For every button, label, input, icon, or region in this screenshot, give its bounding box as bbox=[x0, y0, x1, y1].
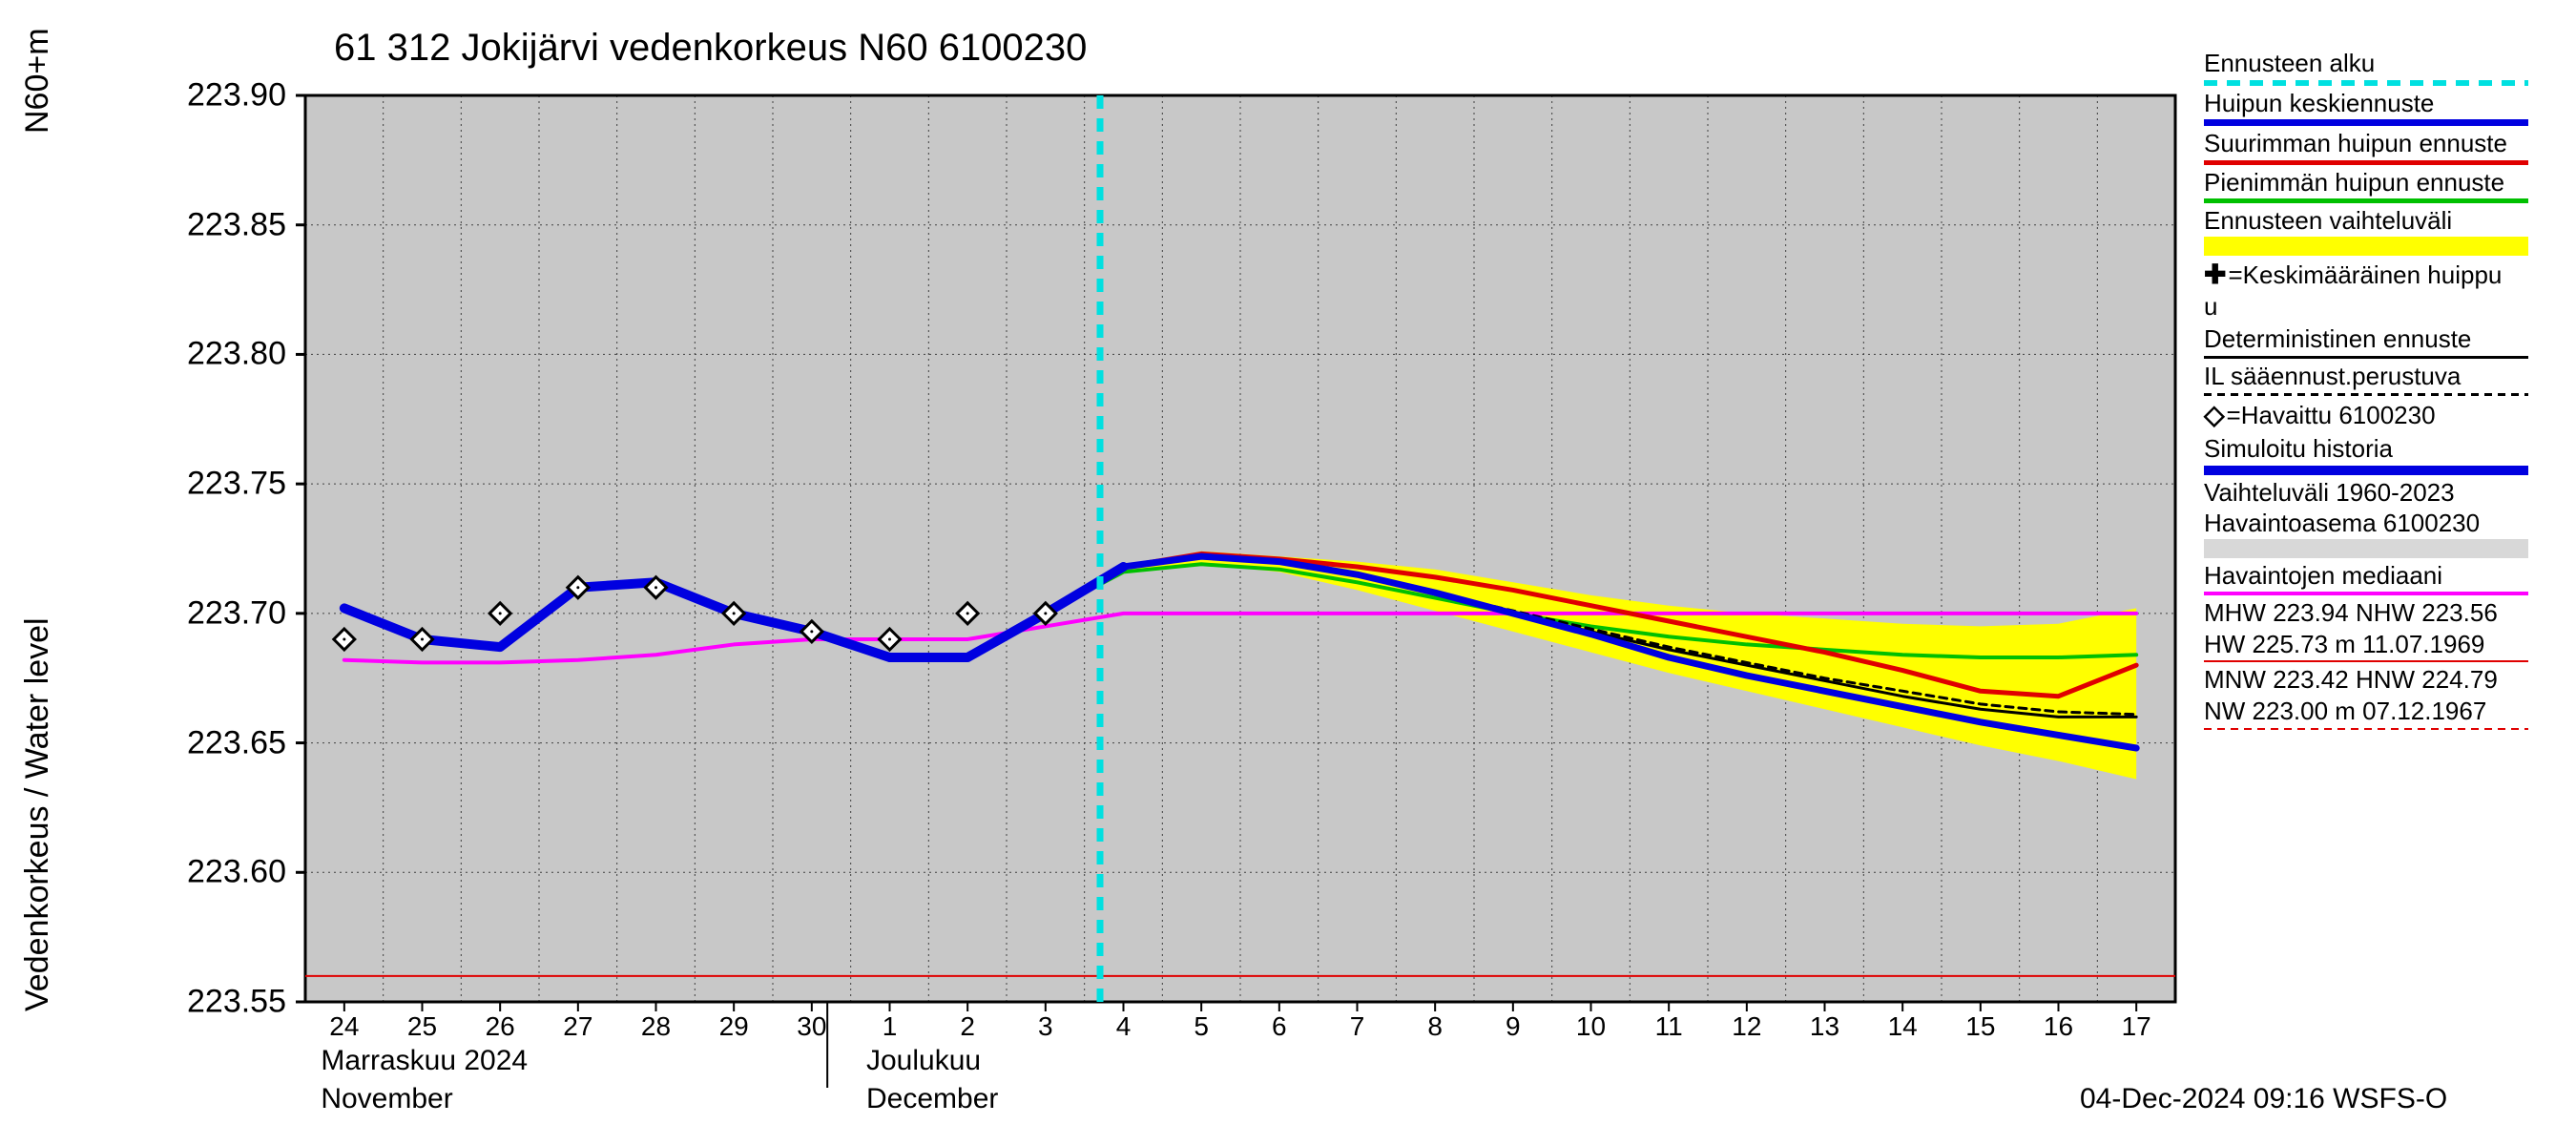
legend-label: Huipun keskiennuste bbox=[2204, 88, 2566, 119]
legend-item: MHW 223.94 NHW 223.56 HW 225.73 m 11.07.… bbox=[2204, 597, 2566, 662]
legend-swatch bbox=[2204, 660, 2528, 662]
legend-label: Simuloitu historia bbox=[2204, 433, 2566, 465]
x-tick-label: 13 bbox=[1810, 1011, 1839, 1042]
legend-swatch bbox=[2204, 728, 2528, 730]
x-tick-label: 25 bbox=[407, 1011, 437, 1042]
legend-swatch bbox=[2204, 539, 2528, 558]
legend-label: ✚=Keskimääräinen huippu bbox=[2204, 258, 2566, 291]
x-tick-label: 7 bbox=[1350, 1011, 1365, 1042]
x-tick-label: 12 bbox=[1732, 1011, 1761, 1042]
legend-item: Huipun keskiennuste bbox=[2204, 88, 2566, 127]
chart-container: 61 312 Jokijärvi vedenkorkeus N60 610023… bbox=[0, 0, 2576, 1145]
legend-label: Ennusteen vaihteluväli bbox=[2204, 205, 2566, 237]
legend-item: Pienimmän huipun ennuste bbox=[2204, 167, 2566, 204]
legend-label: MHW 223.94 NHW 223.56 HW 225.73 m 11.07.… bbox=[2204, 597, 2566, 659]
x-month-label-fi: Joulukuu bbox=[866, 1045, 981, 1077]
x-tick-label: 27 bbox=[563, 1011, 592, 1042]
legend-label: MNW 223.42 HNW 224.79 NW 223.00 m 07.12.… bbox=[2204, 664, 2566, 726]
x-tick-label: 8 bbox=[1427, 1011, 1443, 1042]
legend-label-continuation: u bbox=[2204, 291, 2566, 323]
legend-label: Suurimman huipun ennuste bbox=[2204, 128, 2566, 159]
y-tick-label: 223.55 bbox=[153, 984, 286, 1021]
x-tick-label: 10 bbox=[1576, 1011, 1606, 1042]
chart-svg bbox=[0, 0, 2576, 1145]
legend-item: Ennusteen alku bbox=[2204, 48, 2566, 86]
legend-item: ✚=Keskimääräinen huippuu bbox=[2204, 258, 2566, 323]
legend-swatch bbox=[2204, 237, 2528, 256]
legend-swatch bbox=[2204, 592, 2528, 595]
legend-label: Havaintojen mediaani bbox=[2204, 560, 2566, 592]
x-tick-label: 28 bbox=[641, 1011, 671, 1042]
legend-swatch bbox=[2204, 393, 2528, 396]
x-tick-label: 3 bbox=[1038, 1011, 1053, 1042]
y-tick-label: 223.90 bbox=[153, 77, 286, 114]
legend-label: Ennusteen alku bbox=[2204, 48, 2566, 79]
legend-swatch bbox=[2204, 356, 2528, 359]
legend-label: Pienimmän huipun ennuste bbox=[2204, 167, 2566, 198]
x-tick-label: 26 bbox=[486, 1011, 515, 1042]
plus-icon: ✚ bbox=[2204, 260, 2226, 289]
legend: Ennusteen alku Huipun keskiennuste Suurimm… bbox=[2204, 48, 2566, 732]
x-tick-label: 30 bbox=[797, 1011, 826, 1042]
x-tick-label: 11 bbox=[1655, 1011, 1683, 1042]
x-tick-label: 29 bbox=[719, 1011, 749, 1042]
x-tick-label: 6 bbox=[1272, 1011, 1287, 1042]
legend-item: Vaihteluväli 1960-2023 Havaintoasema 610… bbox=[2204, 477, 2566, 558]
x-month-label-en: November bbox=[321, 1083, 452, 1115]
legend-swatch bbox=[2204, 466, 2528, 475]
y-tick-label: 223.80 bbox=[153, 336, 286, 373]
legend-item: MNW 223.42 HNW 224.79 NW 223.00 m 07.12.… bbox=[2204, 664, 2566, 730]
x-tick-label: 4 bbox=[1116, 1011, 1132, 1042]
legend-swatch bbox=[2204, 198, 2528, 203]
y-tick-label: 223.60 bbox=[153, 854, 286, 891]
legend-label: Vaihteluväli 1960-2023 Havaintoasema 610… bbox=[2204, 477, 2566, 539]
x-tick-label: 16 bbox=[2044, 1011, 2073, 1042]
y-tick-label: 223.70 bbox=[153, 594, 286, 632]
legend-swatch bbox=[2204, 80, 2528, 86]
legend-label: IL sääennust.perustuva bbox=[2204, 361, 2566, 392]
x-tick-label: 5 bbox=[1194, 1011, 1209, 1042]
legend-swatch bbox=[2204, 160, 2528, 165]
y-tick-label: 223.65 bbox=[153, 724, 286, 761]
legend-swatch bbox=[2204, 119, 2528, 126]
x-tick-label: 14 bbox=[1888, 1011, 1918, 1042]
x-month-label-en: December bbox=[866, 1083, 998, 1115]
legend-item: ◇=Havaittu 6100230 bbox=[2204, 398, 2566, 431]
legend-item: Suurimman huipun ennuste bbox=[2204, 128, 2566, 165]
legend-item: IL sääennust.perustuva bbox=[2204, 361, 2566, 397]
x-tick-label: 9 bbox=[1506, 1011, 1521, 1042]
timestamp: 04-Dec-2024 09:16 WSFS-O bbox=[2080, 1083, 2447, 1115]
legend-item: Havaintojen mediaani bbox=[2204, 560, 2566, 596]
legend-item: Deterministinen ennuste bbox=[2204, 323, 2566, 359]
legend-label: Deterministinen ennuste bbox=[2204, 323, 2566, 355]
x-month-label-fi: Marraskuu 2024 bbox=[321, 1045, 528, 1077]
x-tick-label: 2 bbox=[960, 1011, 975, 1042]
x-tick-label: 24 bbox=[329, 1011, 359, 1042]
x-tick-label: 17 bbox=[2122, 1011, 2151, 1042]
x-tick-label: 1 bbox=[883, 1011, 898, 1042]
legend-label: ◇=Havaittu 6100230 bbox=[2204, 398, 2566, 431]
legend-item: Ennusteen vaihteluväli bbox=[2204, 205, 2566, 256]
y-tick-label: 223.85 bbox=[153, 206, 286, 243]
x-tick-label: 15 bbox=[1965, 1011, 1995, 1042]
diamond-icon: ◇ bbox=[2204, 400, 2225, 429]
y-tick-label: 223.75 bbox=[153, 466, 286, 503]
legend-item: Simuloitu historia bbox=[2204, 433, 2566, 475]
